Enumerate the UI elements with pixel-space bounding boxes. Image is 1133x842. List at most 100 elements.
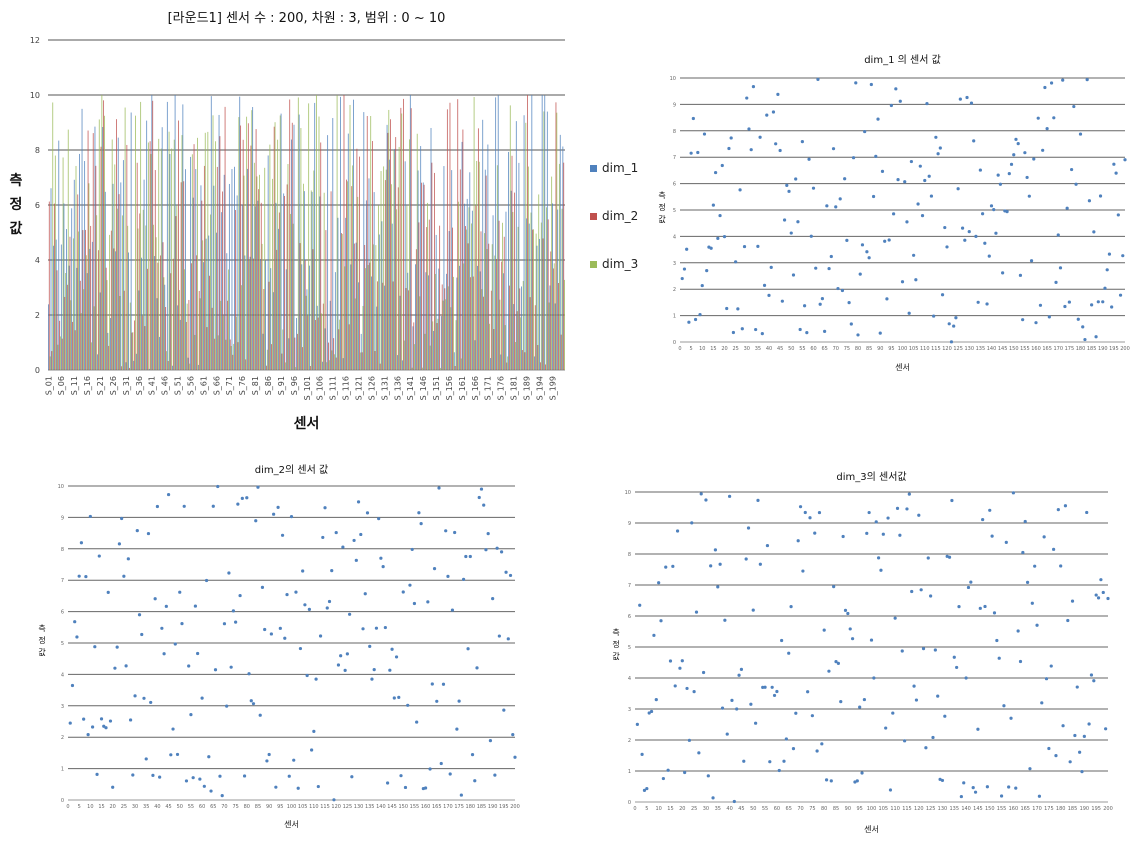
dim1-point <box>856 333 860 337</box>
dim1-x-tick-label: 35 <box>755 346 761 352</box>
main-bar-dim_1 <box>484 169 486 370</box>
main-bar-dim_1 <box>241 204 243 370</box>
dim1-point <box>940 293 945 297</box>
main-y-tick-label: 2 <box>35 311 40 320</box>
main-bar-dim_3 <box>533 229 534 370</box>
dim3-point <box>962 781 966 785</box>
dim1-point <box>952 324 956 328</box>
main-bar-dim_2 <box>346 179 347 370</box>
dim2-point <box>162 652 166 656</box>
main-bar-dim_3 <box>416 133 418 370</box>
dim3-x-tick-label: 75 <box>809 806 815 812</box>
dim2-y-tick-label: 5 <box>61 641 64 647</box>
dim2-x-tick-label: 70 <box>221 804 227 810</box>
main-bar-dim_2 <box>465 226 466 370</box>
dim2-point <box>354 558 358 562</box>
main-bar-dim_3 <box>135 115 136 370</box>
dim1-point <box>1067 300 1071 304</box>
dim1-point <box>883 239 887 243</box>
dim1-point <box>1047 315 1051 319</box>
dim3-point <box>867 510 871 515</box>
main-bar-dim_1 <box>81 108 83 370</box>
dim2-point <box>294 590 298 594</box>
main-bar-dim_2 <box>242 139 244 370</box>
dim1-point <box>1027 194 1031 198</box>
dim3-x-tick-label: 85 <box>833 806 839 812</box>
dim1-point <box>800 140 804 144</box>
main-bar-dim_2 <box>147 268 148 370</box>
main-bar-dim_3 <box>272 178 273 370</box>
main-bar-dim_3 <box>455 320 457 370</box>
main-bar-dim_1 <box>471 210 473 370</box>
dim2-y-tick-label: 6 <box>61 610 64 616</box>
dim1-point <box>887 238 891 242</box>
dim3-point <box>746 526 751 530</box>
main-bar-dim_1 <box>122 160 124 370</box>
dim2-point <box>441 682 446 686</box>
main-bar-dim_1 <box>234 166 235 370</box>
main-bar-dim_3 <box>308 103 310 371</box>
dim1-point <box>1009 162 1014 166</box>
dim2-point <box>117 542 122 546</box>
dim2-x-tick-label: 85 <box>255 804 261 810</box>
dim2-point <box>111 785 115 789</box>
main-bar-dim_3 <box>323 192 325 370</box>
main-bar-dim_1 <box>539 238 541 370</box>
dim2-point <box>482 503 486 507</box>
dim3-x-tick-label: 200 <box>1103 806 1113 812</box>
main-bar-dim_1 <box>187 357 189 370</box>
main-bar-dim_1 <box>128 252 129 370</box>
main-bar-dim_3 <box>104 115 105 370</box>
dim2-point <box>444 529 448 533</box>
main-bar-dim_3 <box>52 102 54 371</box>
main-bar-dim_2 <box>325 230 327 370</box>
dim2-point <box>363 592 367 596</box>
dim1-point <box>896 178 900 182</box>
main-bar-dim_3 <box>189 363 191 370</box>
main-bar-dim_3 <box>194 334 196 370</box>
dim2-point <box>488 738 493 743</box>
dim1-y-tick-label: 7 <box>673 155 676 161</box>
dim3-point <box>664 565 668 569</box>
dim3-points <box>635 491 1110 804</box>
main-x-tick-label: S_11 <box>70 376 79 395</box>
dim1-point <box>869 82 873 87</box>
dim3-point <box>649 709 654 714</box>
main-bar-dim_2 <box>449 102 451 370</box>
dim1-point <box>1005 210 1009 214</box>
dim2-point <box>193 604 197 608</box>
main-bar-dim_2 <box>540 362 541 370</box>
main-bar-dim_3 <box>548 302 550 370</box>
main-bar-dim_3 <box>233 343 235 370</box>
main-bar-dim_1 <box>389 159 391 370</box>
main-bar-dim_1 <box>182 104 184 370</box>
dim1-point <box>702 132 707 136</box>
dim2-x-tick-label: 130 <box>354 804 364 810</box>
main-bar-dim_2 <box>97 250 99 370</box>
main-bar-dim_2 <box>141 315 143 370</box>
dim1-point <box>696 150 700 155</box>
dim1-point <box>722 234 727 239</box>
dim2-point <box>75 635 79 639</box>
dim3-point <box>1099 578 1103 582</box>
main-bar-dim_1 <box>456 277 458 370</box>
dim3-point <box>1023 519 1027 524</box>
dim1-point <box>987 254 991 258</box>
dim2-point <box>475 666 479 670</box>
dim3-point <box>943 714 947 718</box>
main-bar-dim_2 <box>66 284 68 370</box>
dim1-y-tick-label: 3 <box>673 261 676 267</box>
dim1-point <box>1056 233 1060 237</box>
dim2-point <box>466 647 470 651</box>
dim2-point <box>486 532 490 536</box>
dim3-point <box>926 556 930 560</box>
main-bar-dim_1 <box>479 271 481 370</box>
dim1-point <box>943 225 947 230</box>
main-x-tick-label: S_61 <box>199 376 208 395</box>
main-bar-dim_1 <box>205 238 207 370</box>
main-bar-dim_2 <box>266 365 267 370</box>
main-bar-dim_2 <box>348 324 350 370</box>
dim2-point <box>417 511 421 515</box>
dim2-point <box>251 702 256 706</box>
dim1-point <box>687 320 691 324</box>
